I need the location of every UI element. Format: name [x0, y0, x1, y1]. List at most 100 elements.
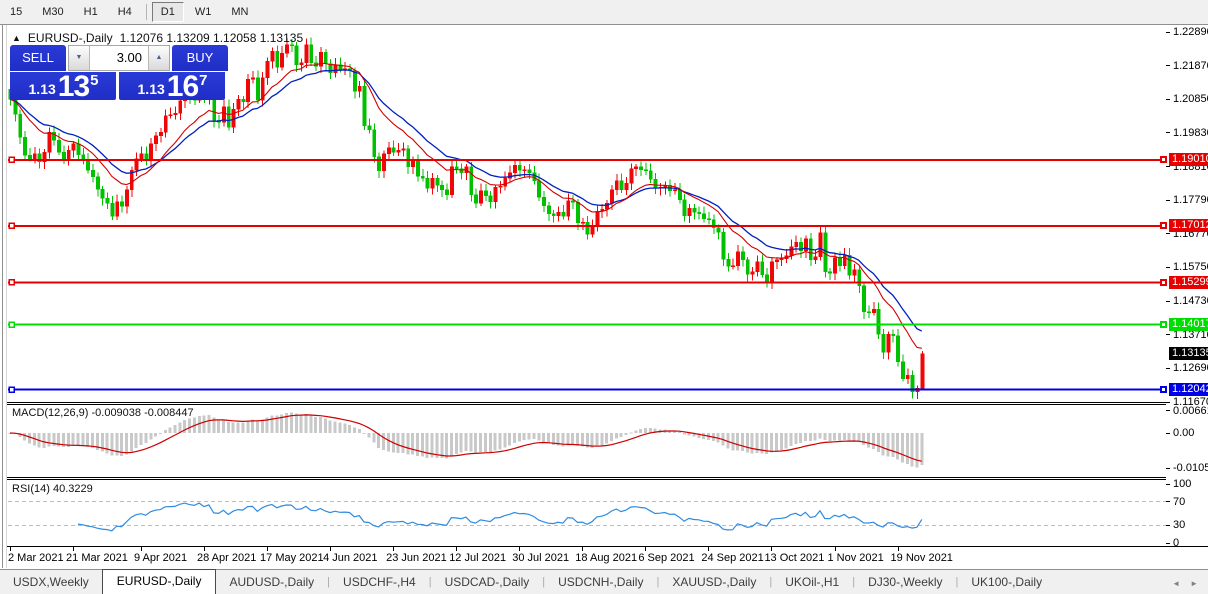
date-tick	[897, 547, 899, 551]
date-tick	[330, 547, 332, 551]
macd-tick-label: -0.01059	[1173, 462, 1208, 475]
chart-tab-uk100-daily[interactable]: UK100-,Daily	[971, 575, 1043, 589]
axis-tick	[1166, 132, 1170, 134]
axis-tick	[1166, 483, 1170, 485]
chart-tab-dj30-weekly[interactable]: DJ30-,Weekly	[868, 575, 943, 589]
price-tick-label: 1.17790	[1173, 194, 1208, 207]
timeframe-button-w1[interactable]: W1	[194, 6, 212, 18]
price-tick-label: 1.11670	[1173, 396, 1208, 408]
axis-tick	[1166, 233, 1170, 235]
date-label: 13 Oct 2021	[764, 552, 825, 564]
tab-separator: |	[656, 576, 660, 588]
sell-price-display[interactable]: 1.13 13 5	[10, 72, 116, 100]
pane-separator[interactable]	[7, 477, 1208, 478]
date-label: 12 Jul 2021	[449, 552, 507, 564]
axis-tick	[1166, 524, 1170, 526]
one-click-trade-panel: SELL ▼ 3.00 ▲ BUY 1.13 13 5 1.13 16 7	[10, 45, 228, 100]
price-tick-label: 1.20850	[1173, 93, 1208, 106]
macd-label: MACD(12,26,9) -0.009038 -0.008447	[12, 407, 194, 419]
hline-axis-marker	[1160, 321, 1167, 329]
axis-tick	[1166, 367, 1170, 369]
timeframe-button-m30[interactable]: M30	[42, 6, 64, 18]
axis-tick	[1166, 266, 1170, 268]
chart-tab-xauusd-daily[interactable]: XAUUSD-,Daily	[672, 575, 757, 589]
price-tick-label: 1.22890	[1173, 26, 1208, 38]
sell-price-sup: 5	[90, 72, 99, 89]
window-left-border-inner	[6, 25, 7, 568]
axis-tick	[1166, 300, 1170, 302]
date-tick	[204, 547, 205, 551]
date-label: 21 Mar 2021	[66, 552, 128, 564]
date-tick	[708, 547, 710, 551]
axis-tick	[1166, 31, 1170, 33]
date-tick	[456, 547, 458, 551]
price-pane-svg[interactable]	[8, 32, 1166, 402]
window-left-border	[2, 25, 3, 568]
date-tick	[771, 547, 773, 551]
axis-tick	[1166, 432, 1170, 434]
volume-input[interactable]: 3.00	[116, 50, 142, 65]
axis-tick	[1166, 65, 1170, 67]
chart-symbol-period: EURUSD-,Daily	[27, 31, 113, 45]
axis-tick	[1166, 410, 1170, 412]
axis-tick	[1166, 98, 1170, 100]
date-tick	[645, 547, 647, 551]
hline-price-label: 1.17012	[1169, 219, 1208, 233]
tab-separator: |	[852, 576, 856, 588]
hline-price-label: 1.19010	[1169, 153, 1208, 167]
rsi-label: RSI(14) 40.3229	[12, 483, 93, 495]
date-label: 30 Jul 2021	[512, 552, 570, 564]
chart-tab-audusd-daily[interactable]: AUDUSD-,Daily	[229, 575, 315, 589]
price-tick-label: 1.12690	[1173, 362, 1208, 375]
rsi-tick-label: 100	[1173, 478, 1192, 490]
date-label: 19 Nov 2021	[890, 552, 953, 564]
current-price-label: 1.13135	[1169, 347, 1208, 361]
axis-tick	[1166, 542, 1170, 544]
macd-pane-svg[interactable]	[8, 405, 1166, 477]
chart-window[interactable]: ▲ EURUSD-,Daily 1.12076 1.13209 1.12058 …	[0, 25, 1208, 570]
chart-title: ▲ EURUSD-,Daily 1.12076 1.13209 1.12058 …	[12, 31, 303, 45]
date-label: 2 Mar 2021	[8, 552, 64, 564]
tab-scroll-left-icon[interactable]: ◄	[1172, 579, 1181, 588]
timeframe-button-15[interactable]: 15	[10, 6, 23, 18]
chart-tab-ukoil-h1[interactable]: UKOil-,H1	[785, 575, 840, 589]
chart-tab-usdx-weekly[interactable]: USDX,Weekly	[13, 575, 89, 589]
date-label: 24 Sep 2021	[701, 552, 764, 564]
chart-tab-eurusd-daily[interactable]: EURUSD-,Daily	[101, 569, 217, 594]
volume-spinner: ▼ 3.00 ▲	[68, 45, 170, 71]
pane-separator[interactable]	[7, 479, 1208, 480]
volume-down-icon[interactable]: ▼	[69, 46, 90, 70]
pane-separator	[7, 546, 1208, 547]
buy-price-display[interactable]: 1.13 16 7	[119, 72, 225, 100]
axis-tick	[1166, 467, 1170, 469]
axis-tick	[1166, 401, 1170, 403]
hline-price-label: 1.14017	[1169, 318, 1208, 332]
date-tick	[267, 547, 269, 551]
date-tick	[10, 547, 11, 551]
chart-tab-usdchf-h4[interactable]: USDCHF-,H4	[343, 575, 416, 589]
timeframe-button-h1[interactable]: H1	[83, 6, 98, 18]
pane-separator[interactable]	[7, 404, 1208, 405]
sell-button[interactable]: SELL	[10, 45, 66, 71]
volume-up-icon[interactable]: ▲	[148, 46, 169, 70]
timeframe-button-h4[interactable]: H4	[117, 6, 132, 18]
date-label: 23 Jun 2021	[386, 552, 447, 564]
pane-separator[interactable]	[7, 402, 1208, 403]
chart-tab-usdcad-daily[interactable]: USDCAD-,Daily	[444, 575, 530, 589]
hline-axis-marker	[1160, 278, 1167, 286]
tab-scroll-right-icon[interactable]: ►	[1190, 579, 1198, 588]
rsi-pane-svg[interactable]	[8, 480, 1166, 546]
tab-separator: |	[955, 576, 959, 588]
axis-tick	[1166, 199, 1170, 201]
chart-tab-usdcnh-daily[interactable]: USDCNH-,Daily	[558, 575, 644, 589]
hline-axis-marker	[1160, 156, 1167, 164]
axis-tick	[1166, 501, 1170, 503]
buy-price-big: 16	[166, 72, 199, 100]
timeframe-button-d1[interactable]: D1	[151, 2, 184, 22]
timeframe-button-mn[interactable]: MN	[231, 6, 249, 18]
collapse-arrow-icon[interactable]: ▲	[12, 33, 21, 43]
buy-button[interactable]: BUY	[172, 45, 228, 71]
rsi-tick-label: 70	[1173, 495, 1186, 508]
chart-ohlc-values: 1.12076 1.13209 1.12058 1.13135	[119, 31, 304, 45]
